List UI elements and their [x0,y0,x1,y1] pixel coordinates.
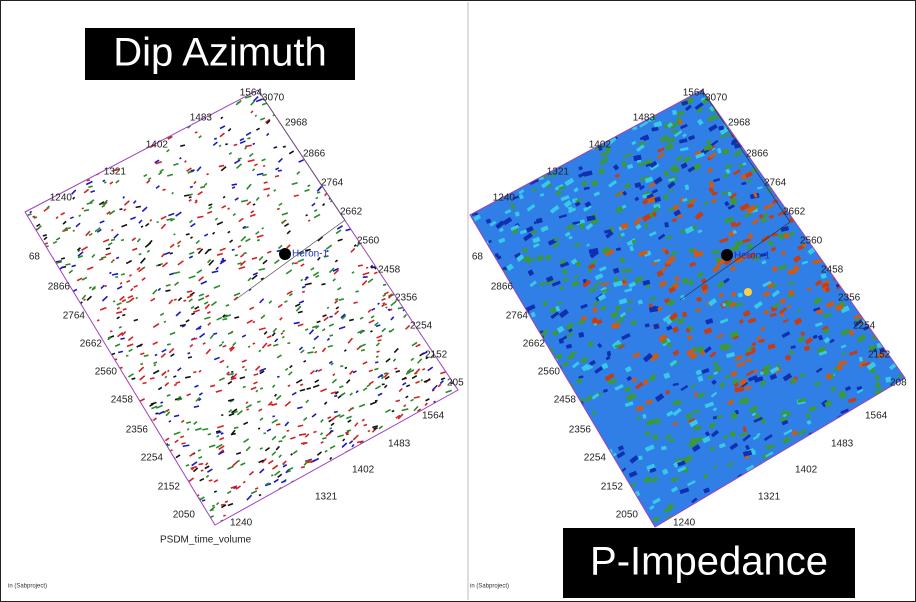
screenshot: Dip Azimuth P-Impedance Heron-1 Heron-1 … [0,0,916,602]
texture-blob [560,286,564,290]
